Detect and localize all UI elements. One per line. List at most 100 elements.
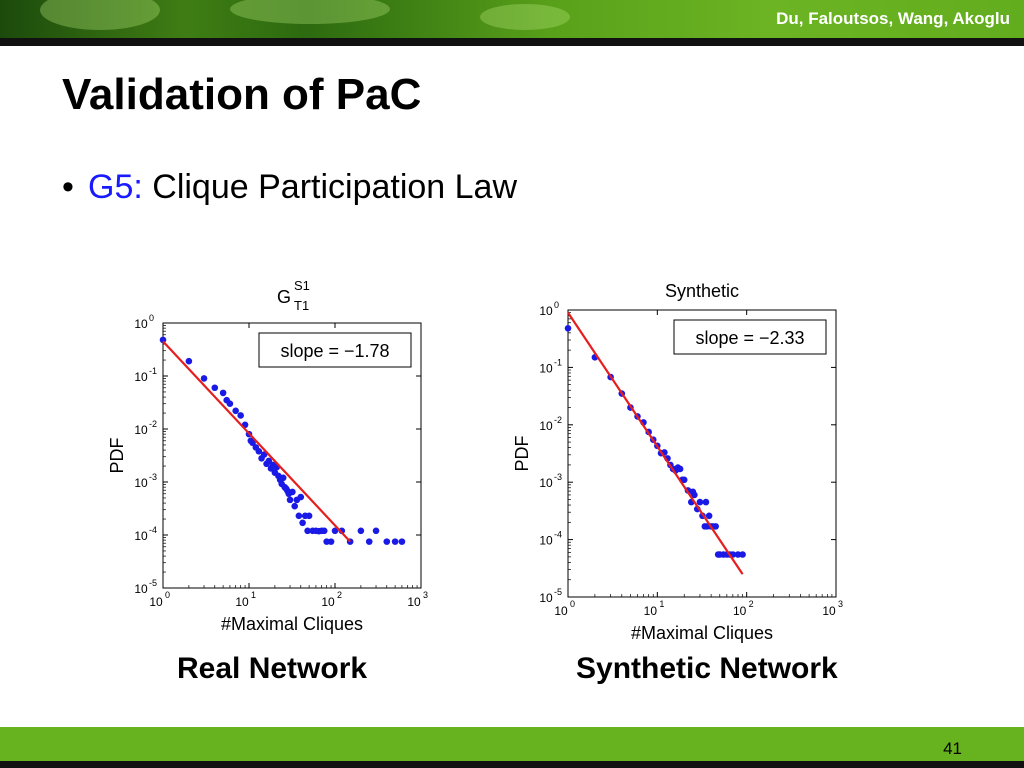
data-point (372, 527, 380, 535)
authors-label: Du, Faloutsos, Wang, Akoglu (776, 9, 1010, 28)
slope-annotation-box (673, 319, 827, 355)
bullet-dot-icon: • (62, 168, 74, 206)
x-tick-exponent: 3 (838, 599, 843, 609)
y-tick-label: 10 (539, 361, 553, 375)
x-tick-label: 10 (407, 595, 421, 609)
data-point (705, 512, 713, 520)
header-banner (0, 0, 1024, 38)
chart-title-subscript: T1 (294, 298, 309, 313)
data-point (320, 527, 328, 535)
data-point (734, 551, 742, 558)
x-tick-label: 10 (149, 595, 163, 609)
y-tick-label: 10 (539, 304, 553, 318)
data-point (383, 538, 391, 545)
bullet-text: Clique Participation Law (152, 168, 518, 206)
chart-title: G (277, 287, 291, 307)
y-axis-label: PDF (512, 435, 532, 471)
data-point (365, 538, 373, 545)
y-tick-exponent: -5 (554, 587, 562, 597)
data-point (265, 457, 273, 465)
data-point (289, 488, 296, 496)
y-tick-exponent: -4 (554, 530, 562, 540)
leaf-decoration (40, 0, 160, 30)
x-tick-exponent: 0 (570, 599, 575, 609)
y-tick-label: 10 (134, 423, 148, 437)
slope-annotation: slope = −2.33 (695, 328, 804, 348)
x-axis-label: #Maximal Cliques (221, 614, 363, 634)
y-tick-exponent: -1 (554, 357, 562, 367)
footer-stripe (0, 761, 1024, 768)
footer-bar (0, 727, 1024, 761)
data-point (297, 493, 305, 501)
x-tick-exponent: 3 (423, 590, 428, 600)
data-point (702, 498, 710, 506)
data-point (305, 512, 313, 520)
x-tick-exponent: 2 (337, 590, 342, 600)
y-tick-exponent: 0 (149, 313, 154, 323)
x-tick-exponent: 1 (659, 599, 664, 609)
data-point (331, 527, 339, 535)
header-stripe (0, 38, 1024, 46)
leaf-decoration (480, 4, 570, 30)
slope-annotation-box (258, 332, 412, 368)
data-point (357, 527, 365, 535)
page-number: 41 (943, 739, 962, 758)
y-tick-label: 10 (134, 529, 148, 543)
y-tick-label: 10 (134, 317, 148, 331)
y-tick-label: 10 (134, 582, 148, 596)
x-tick-exponent: 1 (251, 590, 256, 600)
data-point (291, 502, 299, 510)
data-point (279, 474, 287, 482)
y-tick-label: 10 (539, 534, 553, 548)
data-point (295, 512, 303, 520)
y-tick-label: 10 (134, 476, 148, 490)
x-axis-label: #Maximal Cliques (631, 623, 773, 643)
y-tick-exponent: -3 (554, 472, 562, 482)
chart-title-superscript: S1 (294, 278, 310, 293)
data-point (249, 439, 256, 447)
data-point (185, 357, 193, 365)
data-point (712, 523, 719, 530)
plot-frame (567, 309, 837, 598)
x-tick-exponent: 2 (749, 599, 754, 609)
data-point (200, 375, 208, 382)
chart-title: Synthetic (665, 281, 739, 301)
data-point (299, 519, 306, 527)
x-tick-label: 10 (822, 604, 836, 618)
y-tick-exponent: -4 (149, 525, 157, 535)
y-tick-exponent: -2 (554, 415, 562, 425)
data-point (226, 400, 234, 408)
y-axis-label: PDF (107, 437, 127, 473)
data-point (398, 538, 406, 545)
leaf-decoration (230, 0, 390, 24)
data-point (691, 491, 698, 499)
data-point (211, 384, 219, 392)
caption-real-network: Real Network (177, 652, 368, 685)
fit-line (162, 340, 351, 543)
data-point (680, 476, 688, 484)
x-tick-exponent: 0 (165, 590, 170, 600)
data-point (739, 551, 746, 558)
slope-annotation: slope = −1.78 (280, 341, 389, 361)
x-tick-label: 10 (733, 604, 747, 618)
data-point (286, 496, 294, 504)
fit-line (567, 312, 744, 575)
y-tick-label: 10 (539, 419, 553, 433)
bullet-prefix: G5: (88, 168, 143, 206)
data-point (696, 498, 704, 506)
data-point (219, 389, 227, 397)
y-tick-exponent: -3 (149, 472, 157, 482)
bullet-item: • G5: Clique Participation Law (62, 168, 517, 207)
data-point (255, 447, 263, 455)
data-point (564, 324, 572, 332)
data-point (237, 412, 244, 419)
x-tick-label: 10 (644, 604, 658, 618)
data-point (304, 527, 311, 535)
data-point (232, 407, 239, 415)
caption-synthetic-network: Synthetic Network (576, 652, 838, 685)
data-point (391, 538, 399, 545)
data-point (676, 465, 684, 473)
y-tick-exponent: -5 (149, 578, 157, 588)
